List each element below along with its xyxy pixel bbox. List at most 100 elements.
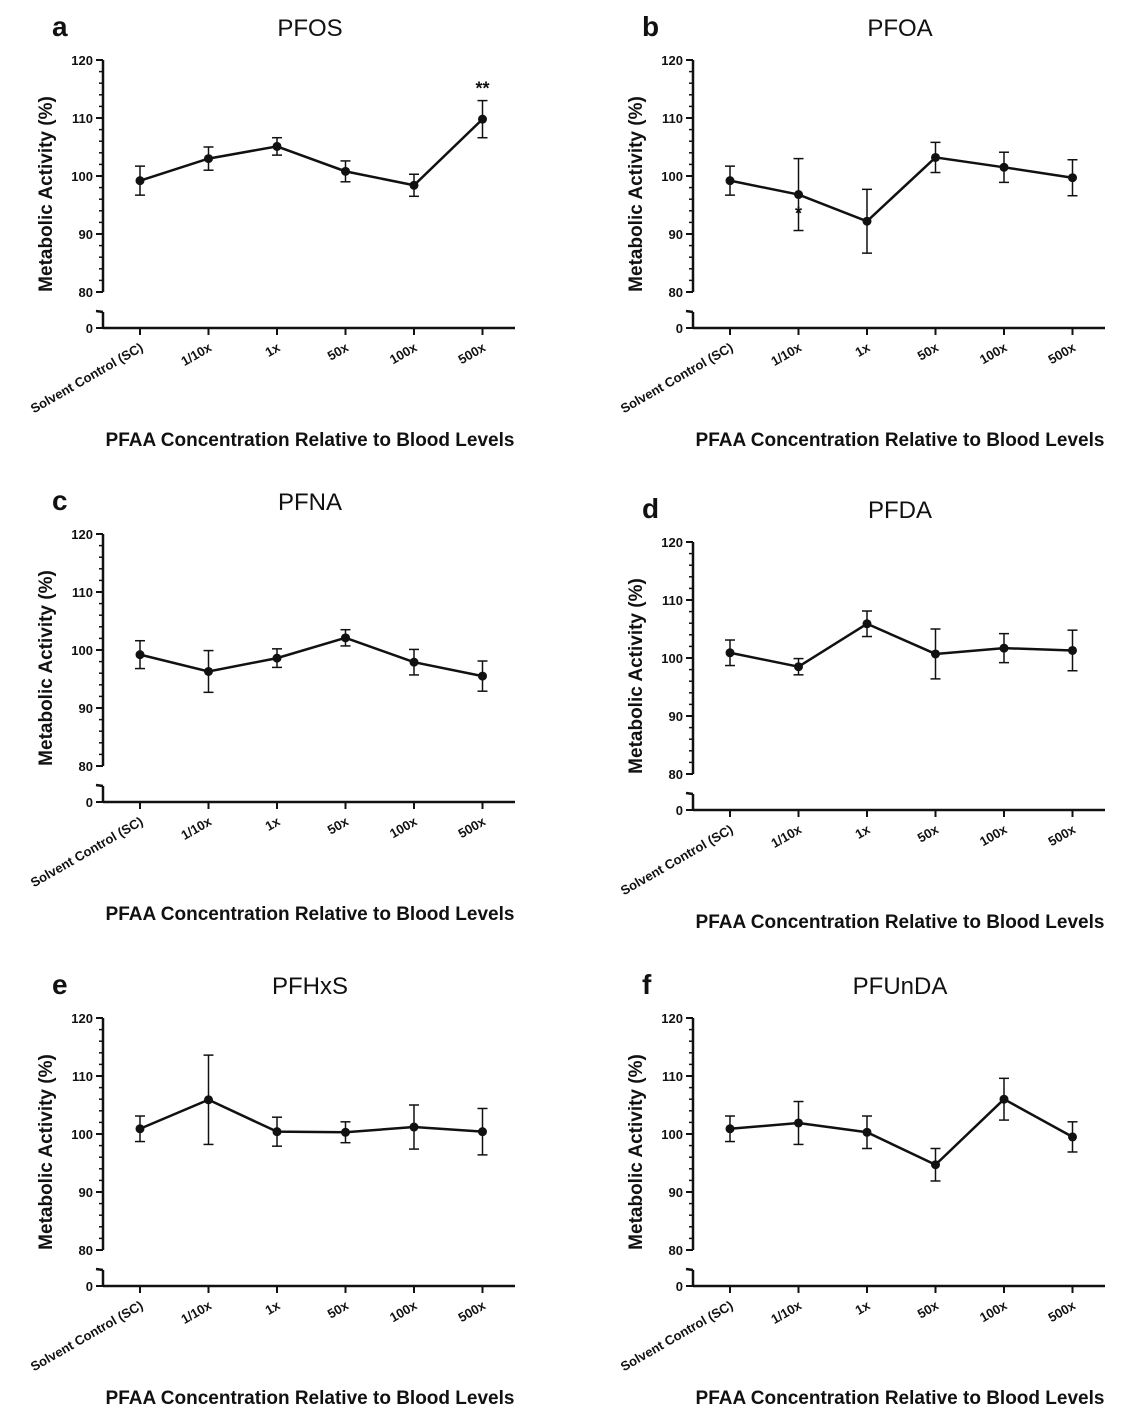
- y-tick-label: 100: [661, 651, 683, 666]
- y-tick-label: 100: [661, 1127, 683, 1142]
- data-point: [341, 633, 350, 643]
- data-point: [1068, 173, 1077, 183]
- data-point: [272, 141, 282, 151]
- x-tick-label: 100x: [387, 1297, 420, 1325]
- x-tick-label: 500x: [1045, 821, 1078, 849]
- y-tick-label: 0: [86, 321, 93, 336]
- x-tick-label: 500x: [455, 813, 488, 841]
- x-tick-label: 1x: [262, 813, 283, 834]
- y-tick-label: 90: [79, 227, 93, 242]
- axes: [95, 534, 515, 804]
- data-point: [794, 1118, 803, 1128]
- x-tick-label: 50x: [915, 821, 942, 845]
- x-tick-label: Solvent Control (SC): [28, 814, 146, 891]
- axis-break-mark: [685, 1267, 694, 1272]
- x-tick-label: 50x: [325, 1297, 352, 1321]
- y-tick-label: 0: [86, 1279, 93, 1294]
- panel-a: a PFOS Metabolic Activity (%) 0 80 90 100 110 12…: [28, 11, 515, 451]
- x-tick-label: Solvent Control (SC): [618, 1298, 736, 1375]
- y-tick-label: 0: [676, 1279, 683, 1294]
- x-tick-label: 50x: [325, 813, 352, 837]
- data-point: [1068, 645, 1077, 655]
- x-tick-label: 1/10x: [768, 821, 804, 851]
- panel-title: PFUnDA: [853, 973, 948, 1000]
- y-tick-label: 100: [71, 169, 93, 184]
- data-point: [341, 1127, 350, 1137]
- axis-break-mark: [685, 791, 694, 796]
- y-tick-label: 110: [662, 111, 683, 126]
- panel-title: PFOS: [277, 15, 342, 42]
- y-axis-label: Metabolic Activity (%): [626, 578, 647, 774]
- data-point: [135, 176, 145, 186]
- panel-letter: f: [642, 969, 652, 1000]
- x-tick-label: 100x: [387, 339, 420, 367]
- panel-title: PFNA: [278, 489, 342, 516]
- significance-marker: *: [795, 204, 802, 224]
- axis-break-mark: [95, 1267, 104, 1272]
- y-tick-label: 100: [71, 1127, 93, 1142]
- series-line: [139, 1098, 483, 1134]
- y-tick-label: 90: [79, 701, 93, 716]
- y-axis-label: Metabolic Activity (%): [626, 1054, 647, 1250]
- panel-title: PFDA: [868, 497, 932, 524]
- panel-title: PFHxS: [272, 973, 348, 1000]
- panel-letter: d: [642, 493, 659, 524]
- y-tick-label: 100: [71, 643, 93, 658]
- data-point: [409, 657, 419, 667]
- x-tick-label: 1/10x: [178, 813, 214, 843]
- x-tick-label: 1/10x: [178, 1297, 214, 1327]
- x-tick-label: 1x: [852, 1297, 873, 1318]
- data-point: [409, 1122, 419, 1132]
- series-line: [729, 1097, 1074, 1167]
- data-point: [931, 1160, 940, 1170]
- y-tick-label: 120: [71, 1011, 93, 1026]
- data-point: [794, 662, 803, 672]
- y-tick-label: 110: [72, 585, 93, 600]
- data-point: [204, 154, 213, 164]
- panel-b: b PFOA Metabolic Activity (%) 0 80 90 100 110 12…: [618, 11, 1105, 451]
- data-point: [204, 1095, 213, 1105]
- data-point: [272, 653, 282, 663]
- x-tick-label: 100x: [387, 813, 420, 841]
- x-axis-label: PFAA Concentration Relative to Blood Lev…: [106, 430, 515, 451]
- x-axis-label: PFAA Concentration Relative to Blood Lev…: [696, 912, 1105, 933]
- data-point: [862, 619, 872, 629]
- x-tick-label: 50x: [325, 339, 352, 363]
- y-tick-label: 0: [86, 795, 93, 810]
- axes: [95, 1018, 515, 1288]
- y-tick-label: 100: [661, 169, 683, 184]
- x-axis-label: PFAA Concentration Relative to Blood Lev…: [696, 430, 1105, 451]
- panel-d: d PFDA Metabolic Activity (%) 0 80 90 100 110 12…: [618, 493, 1105, 933]
- x-tick-label: 50x: [915, 339, 942, 363]
- y-tick-label: 120: [661, 1011, 683, 1026]
- y-tick-label: 120: [661, 53, 683, 68]
- x-tick-label: Solvent Control (SC): [618, 822, 736, 899]
- x-tick-label: 1/10x: [178, 339, 214, 369]
- data-point: [204, 666, 213, 676]
- y-axis-label: Metabolic Activity (%): [36, 570, 57, 766]
- y-axis-label: Metabolic Activity (%): [36, 1054, 57, 1250]
- y-tick-label: 0: [676, 321, 683, 336]
- data-point: [862, 216, 872, 226]
- x-axis-label: PFAA Concentration Relative to Blood Lev…: [696, 1388, 1105, 1406]
- y-tick-label: 90: [79, 1185, 93, 1200]
- y-axis-label: Metabolic Activity (%): [626, 96, 647, 292]
- data-point: [478, 671, 487, 681]
- y-tick-label: 80: [79, 759, 93, 774]
- y-tick-label: 110: [72, 111, 93, 126]
- data-point: [725, 648, 735, 658]
- y-tick-label: 80: [79, 285, 93, 300]
- y-tick-label: 120: [661, 535, 683, 550]
- y-tick-label: 90: [669, 709, 683, 724]
- y-axis-label: Metabolic Activity (%): [36, 96, 57, 292]
- x-axis-label: PFAA Concentration Relative to Blood Lev…: [106, 904, 515, 925]
- y-tick-label: 0: [676, 803, 683, 818]
- data-point: [999, 1094, 1009, 1104]
- series-line: [139, 636, 483, 678]
- data-point: [478, 1127, 487, 1137]
- x-tick-label: 100x: [977, 1297, 1010, 1325]
- series-line: [139, 118, 484, 187]
- panel-c: c PFNA Metabolic Activity (%) 0 80 90 100 110 12…: [28, 485, 515, 925]
